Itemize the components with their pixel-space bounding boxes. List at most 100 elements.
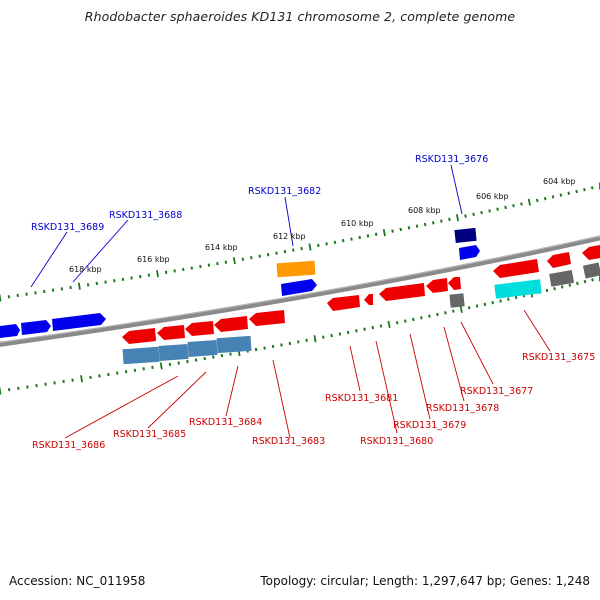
minor-tick — [341, 239, 345, 243]
minor-tick — [330, 333, 333, 338]
minor-tick — [543, 196, 547, 201]
tick-label: 610 kbp — [341, 219, 374, 228]
gene-label[interactable]: RSKD131_3688 — [109, 210, 182, 221]
gene-label[interactable]: RSKD131_3675 — [522, 352, 595, 363]
major-tick — [313, 335, 317, 343]
gene-arrow[interactable] — [379, 283, 425, 301]
minor-tick — [436, 312, 439, 317]
minor-tick — [583, 187, 586, 192]
minor-tick — [173, 269, 176, 273]
minor-tick — [440, 219, 443, 223]
gene-label[interactable]: RSKD131_3681 — [325, 393, 398, 404]
gene-label[interactable]: RSKD131_3683 — [252, 436, 325, 447]
minor-tick — [374, 232, 378, 236]
gene-arrow[interactable] — [214, 316, 248, 332]
chromosome-backbone — [0, 235, 600, 347]
minor-tick — [292, 248, 295, 252]
forward-callouts — [30, 164, 463, 288]
gene-arrow[interactable] — [364, 294, 373, 305]
minor-tick — [325, 242, 328, 246]
gene-arrow[interactable] — [185, 321, 214, 336]
gene-arrow[interactable] — [122, 328, 156, 344]
gene-label[interactable]: RSKD131_3685 — [113, 429, 186, 440]
minor-tick — [283, 249, 287, 254]
minor-tick — [297, 340, 300, 344]
gene-arrow[interactable] — [493, 259, 539, 278]
minor-tick — [535, 198, 539, 203]
minor-tick — [467, 306, 471, 310]
minor-tick — [545, 288, 549, 293]
accession-label: Accession: NC_011958 — [9, 574, 146, 588]
gene-label[interactable]: RSKD131_3689 — [31, 222, 104, 233]
minor-tick — [464, 214, 467, 218]
minor-tick — [300, 246, 303, 251]
gene-label[interactable]: RSKD131_3686 — [32, 440, 105, 451]
minor-tick — [322, 335, 325, 339]
minor-tick — [590, 186, 594, 190]
tick-label: 606 kbp — [476, 192, 509, 201]
feature-block-cyan[interactable] — [494, 279, 542, 299]
feature-block-steelblue[interactable] — [216, 335, 252, 354]
minor-tick — [355, 329, 358, 333]
tick-labels: 604 kbp 606 kbp 608 kbp 610 kbp 612 kbp … — [69, 177, 576, 274]
minor-tick — [275, 251, 278, 255]
minor-tick — [472, 212, 475, 217]
map-title: Rhodobacter sphaeroides KD131 chromosome… — [84, 9, 516, 24]
minor-tick — [266, 253, 270, 257]
minor-tick — [258, 254, 261, 258]
feature-block-steelblue[interactable] — [122, 346, 160, 365]
major-tick — [0, 294, 2, 302]
gene-arrow[interactable] — [52, 313, 106, 331]
gene-arrow[interactable] — [157, 325, 185, 340]
major-tick — [80, 375, 83, 383]
minor-tick — [583, 279, 587, 284]
gene-label[interactable]: RSKD131_3680 — [360, 436, 433, 447]
gene-arrow[interactable] — [21, 320, 51, 335]
gene-label[interactable]: RSKD131_3677 — [460, 386, 533, 397]
tick-label: 608 kbp — [408, 206, 441, 215]
feature-block-navy[interactable] — [454, 227, 477, 244]
minor-tick — [371, 325, 375, 330]
minor-tick — [488, 209, 491, 213]
minor-tick — [483, 302, 487, 307]
gene-arrow[interactable] — [582, 245, 600, 260]
reverse-gene-labels: RSKD131_3675 RSKD131_3677 RSKD131_3678 R… — [32, 352, 595, 451]
feature-block-gray[interactable] — [549, 270, 575, 287]
gene-arrow[interactable] — [0, 324, 20, 338]
gene-label[interactable]: RSKD131_3679 — [393, 420, 466, 431]
feature-block-gray[interactable] — [582, 262, 600, 279]
feature-block-gray[interactable] — [449, 293, 465, 308]
minor-tick — [480, 210, 483, 215]
gene-label[interactable]: RSKD131_3684 — [189, 417, 262, 428]
gene-arrow[interactable] — [426, 278, 448, 293]
minor-tick — [431, 221, 435, 225]
gene-arrow[interactable] — [249, 310, 285, 326]
feature-block-steelblue[interactable] — [158, 343, 189, 361]
minor-tick — [254, 347, 258, 352]
minor-tick — [241, 257, 245, 261]
gene-label[interactable]: RSKD131_3678 — [426, 403, 499, 414]
minor-tick — [420, 316, 423, 320]
gene-arrow[interactable] — [281, 279, 317, 296]
gene-arrow[interactable] — [448, 277, 461, 290]
minor-tick — [448, 217, 451, 222]
feature-block-steelblue[interactable] — [187, 339, 218, 357]
minor-tick — [504, 205, 507, 210]
minor-tick — [567, 191, 571, 195]
minor-tick — [358, 235, 361, 240]
gene-label[interactable]: RSKD131_3676 — [415, 154, 488, 165]
gene-arrow[interactable] — [547, 252, 571, 268]
minor-tick — [186, 359, 189, 364]
gene-arrow[interactable] — [459, 245, 480, 260]
feature-block-orange[interactable] — [276, 260, 316, 278]
minor-tick — [333, 240, 337, 244]
gene-label[interactable]: RSKD131_3682 — [248, 186, 321, 197]
major-tick — [382, 229, 386, 237]
gene-arrow[interactable] — [327, 295, 360, 311]
major-tick — [0, 387, 2, 395]
tick-label: 614 kbp — [205, 243, 238, 252]
minor-tick — [203, 356, 206, 361]
tick-label: 618 kbp — [69, 265, 102, 274]
